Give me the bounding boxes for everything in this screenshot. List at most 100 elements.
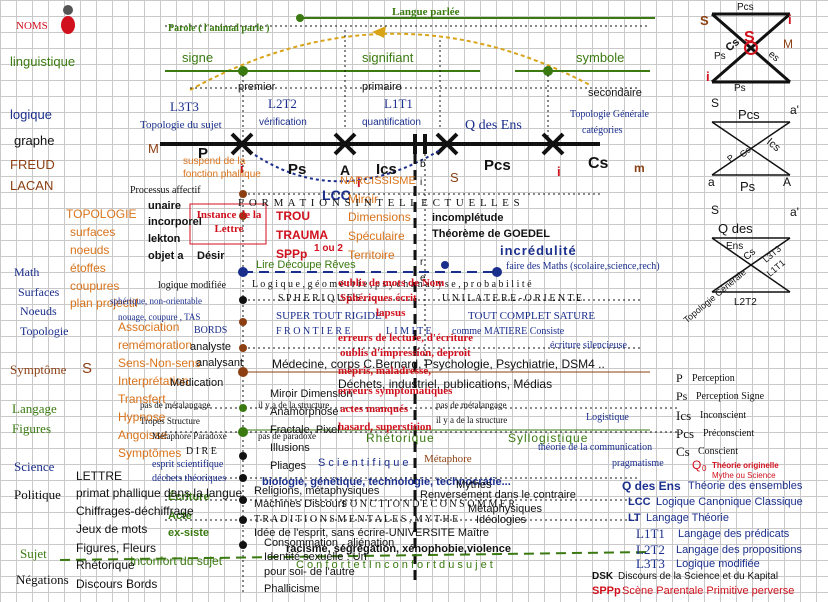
nouage-label: nouage, coupure , TAS <box>118 312 201 322</box>
axis-i-red3-label: i <box>557 164 561 179</box>
q0-label: Q <box>692 458 702 472</box>
formations-label: F O R M A T I O N S I N T E L L E C T U … <box>238 197 521 209</box>
rm-ps-label: Ps <box>740 179 756 194</box>
noms-grey-dot <box>63 5 73 15</box>
lcc-legend-key: LCC <box>628 496 651 508</box>
legend-ps-key: Ps <box>676 389 688 403</box>
limite-label: L I M I T E <box>386 326 432 337</box>
ecriture-label: Écriture <box>168 491 210 503</box>
transfert-label: Transfert <box>118 392 166 406</box>
unilatere-label: U N I L A T E R E - O R I E N T E <box>442 293 582 304</box>
rm-s2-label: S <box>711 203 720 217</box>
renversement-label: Renversement dans le contraire <box>420 489 576 501</box>
suspend-label: suspend de la <box>183 156 246 167</box>
objet-a-label: objet a <box>148 250 184 262</box>
signe-dot <box>238 66 248 76</box>
linguistique-label: linguistique <box>10 54 76 69</box>
incompletude-label: incomplétude <box>432 212 504 224</box>
ex-siste-label: ex-siste <box>168 527 209 539</box>
acte-label: Acte <box>168 510 192 522</box>
legend-p-key: P <box>676 371 683 385</box>
actes-manques-label: actes manqués <box>340 403 409 415</box>
axis-cs-label: Cs <box>588 155 609 172</box>
categories-label: catégories <box>582 125 623 136</box>
rm-s-label: S <box>711 96 720 110</box>
analysant-label: analysant <box>196 357 244 369</box>
rl-ens-label: Ens <box>726 241 744 252</box>
axis-e-label: e <box>420 273 426 284</box>
trauma-label: TRAUMA <box>276 228 328 242</box>
mythe-science-label: Mythe ou Science <box>712 471 776 480</box>
unaire-label: unaire <box>148 200 182 212</box>
l1t1-label: L1T1 <box>384 96 413 111</box>
mediocrite-label: mépris, maladresse, <box>338 365 431 377</box>
metaphysiques-label: Métaphysiques <box>468 503 542 515</box>
premier-label: premier <box>238 81 276 93</box>
math-label: Math <box>14 265 40 279</box>
topologie-generale-label: Topologie Générale <box>570 109 649 120</box>
dimensions-label: Dimensions <box>348 210 411 224</box>
consommer-label: F O N C T I O N D E C O N S O M M E R <box>342 499 515 510</box>
sens-non-sens-label: Sens-Non-sens <box>118 356 201 370</box>
pliages-label: Pliages <box>270 460 307 472</box>
lt-legend-text: Langage Théorie <box>646 512 729 524</box>
noms-label: NOMS <box>16 20 48 32</box>
parole-label: Parole ( l'animal parle ) <box>168 23 270 34</box>
erreurs-label: erreurs de lecture, d'écriture <box>338 332 474 344</box>
politique-label: Politique <box>14 487 61 502</box>
freud-label: FREUD <box>10 157 55 172</box>
dsk-legend-text: Discours de la Science et du Kapital <box>618 571 779 582</box>
legend-ics-text: Inconscient <box>700 410 747 421</box>
instance-label: Instance de la Lettre <box>196 209 262 236</box>
l2t2-label: L2T2 <box>268 96 297 111</box>
dechets-label: Déchets, industriel, publications, Média… <box>338 377 553 391</box>
metaphore2-label: Métaphore <box>424 453 472 465</box>
discours-label: Discours Bords <box>76 577 158 591</box>
rt-m-label: M <box>783 37 793 51</box>
langue-parlee-dot <box>296 14 304 22</box>
confort-label: C o n f o r t e t I n c o n f o r t d u … <box>296 559 493 571</box>
chiffrages-label: Chiffrages-déchiffrage <box>76 504 194 518</box>
axis-m-label: M <box>148 141 159 156</box>
axis-b-label: b <box>420 159 426 170</box>
identite-label: Identité sexuelle : Un <box>264 551 367 563</box>
etoffes-label: étoffes <box>70 261 106 275</box>
tout-complet-label: TOUT COMPLET SATURE <box>468 310 596 322</box>
surfaces-label: surfaces <box>70 225 116 239</box>
l1t1-legend-text: Langage des prédicats <box>678 528 790 540</box>
rt-s-red-label: S <box>744 29 755 46</box>
speranten-label: Sphériques écrit <box>340 292 417 304</box>
phallicisme-label: Phallicisme <box>264 583 320 595</box>
hypnose-label: Hypnose <box>118 410 166 424</box>
signifiant-label: signifiant <box>362 50 414 65</box>
rt-i-label: i <box>788 12 792 27</box>
il-y-a-label: il y a de la structure <box>258 400 330 410</box>
processus-label: Processus affectif <box>130 185 201 196</box>
symbole-dot <box>543 66 553 76</box>
ecriture-silencieuse-label: écriture silencieuse <box>550 340 627 351</box>
miroir-label: Miroir <box>348 192 378 206</box>
rt-pcs-label: Pcs <box>737 2 754 13</box>
medecine-label: Médecine, corps C.Bernard, Psychologie, … <box>272 357 605 371</box>
axis-i-red-label: i <box>240 161 244 176</box>
sppp-legend-text: Scène Parentale Primitive perverse <box>622 585 795 597</box>
graphe-label: graphe <box>14 133 55 148</box>
lt-legend-key: LT <box>628 512 641 524</box>
super-tout-label: SUPER TOUT RIGIDE <box>276 310 382 322</box>
figures-fleurs-label: Figures, Fleurs <box>76 541 157 555</box>
pragmatisme-label: pragmatisme <box>612 458 664 469</box>
tropes-label: Tropes Structure <box>140 416 200 426</box>
surfaces2-label: Surfaces <box>18 285 60 299</box>
legend-cs-text: Conscient <box>698 446 738 457</box>
traditions-label: T R A D I T I O N S M E N T A L E S , M … <box>254 514 459 525</box>
legend-pcs-text: Préconscient <box>703 428 755 439</box>
q-des-ens-label: Q des Ens <box>465 118 522 133</box>
legend-cs-key: Cs <box>676 444 690 459</box>
illusions-label: Illusions <box>270 442 310 454</box>
lapsus-label: lapsus <box>376 307 406 319</box>
q-des-ens-legend-key: Q des Ens <box>622 479 681 493</box>
spherique-nonorient-label: sphérique, non-orientable <box>110 296 202 306</box>
axis-a-label: A <box>340 162 351 178</box>
consommation-label: Consommation , aliénation <box>264 537 395 549</box>
